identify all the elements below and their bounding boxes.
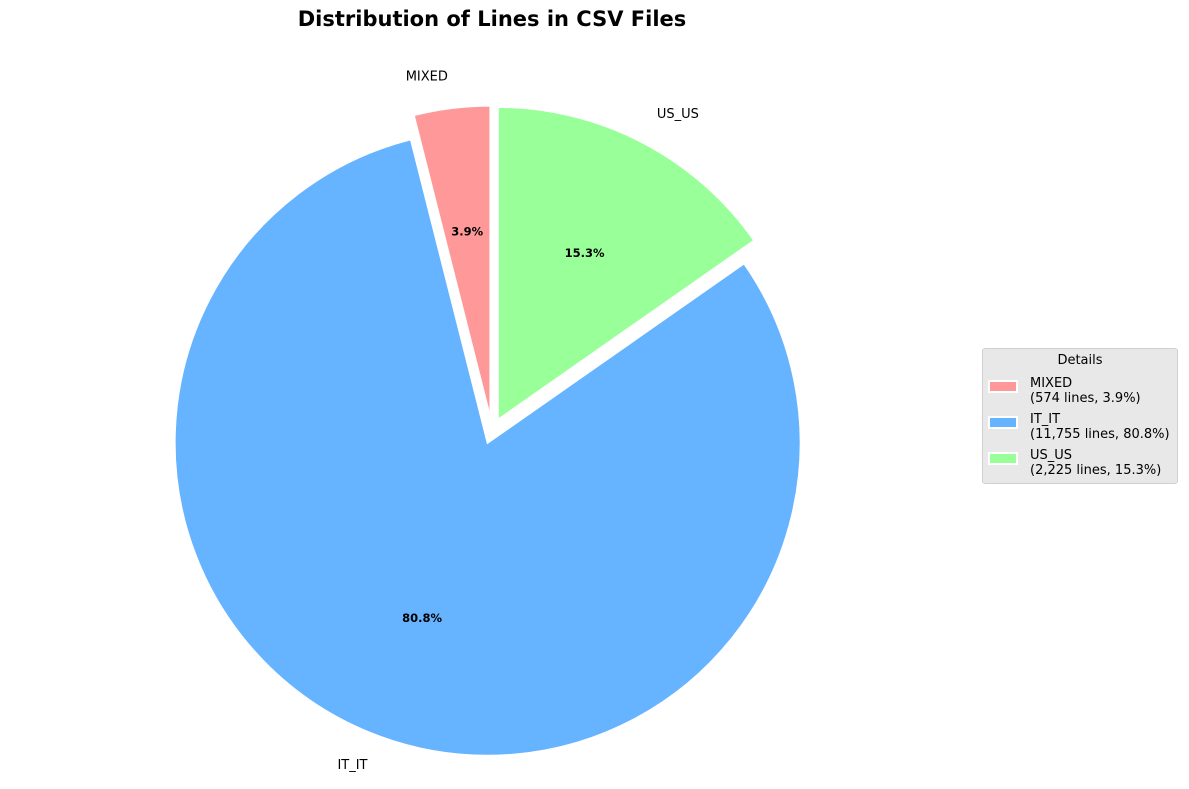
legend-swatch-us-us <box>988 452 1018 465</box>
slice-label-us-us: US_US <box>657 107 699 122</box>
legend-label-mixed: MIXED <box>1030 376 1073 391</box>
pie-slice-mixed <box>412 104 492 419</box>
slice-label-it-it: IT_IT <box>337 758 367 773</box>
slice-labels: MIXED 3.9% IT_IT 80.8% US_US 15.3% <box>337 69 698 772</box>
legend-label-us-us: US_US <box>1030 448 1073 463</box>
legend-title: Details <box>1057 353 1103 368</box>
pie-slices <box>173 104 802 757</box>
slice-label-mixed: MIXED <box>406 69 448 84</box>
pie-slice-us-us <box>496 105 756 422</box>
legend-swatch-it-it <box>988 416 1018 429</box>
slice-percent-mixed: 3.9% <box>451 225 483 239</box>
chart-title: Distribution of Lines in CSV Files <box>298 7 687 31</box>
legend-detail-us-us: (2,225 lines, 15.3%) <box>1030 463 1162 478</box>
legend-label-it-it: IT_IT <box>1030 412 1061 427</box>
slice-percent-us-us: 15.3% <box>565 246 605 260</box>
legend-detail-it-it: (11,755 lines, 80.8%) <box>1030 427 1170 442</box>
chart-legend: Details MIXED (574 lines, 3.9%) IT_IT (1… <box>982 348 1178 484</box>
slice-percent-it-it: 80.8% <box>402 611 442 625</box>
legend-item-us-us: US_US (2,225 lines, 15.3%) <box>988 448 1161 478</box>
legend-detail-mixed: (574 lines, 3.9%) <box>1030 391 1141 406</box>
legend-item-mixed: MIXED (574 lines, 3.9%) <box>988 376 1141 406</box>
pie-slice-it-it <box>173 138 802 757</box>
legend-item-it-it: IT_IT (11,755 lines, 80.8%) <box>988 412 1170 442</box>
legend-swatch-mixed <box>988 380 1018 393</box>
